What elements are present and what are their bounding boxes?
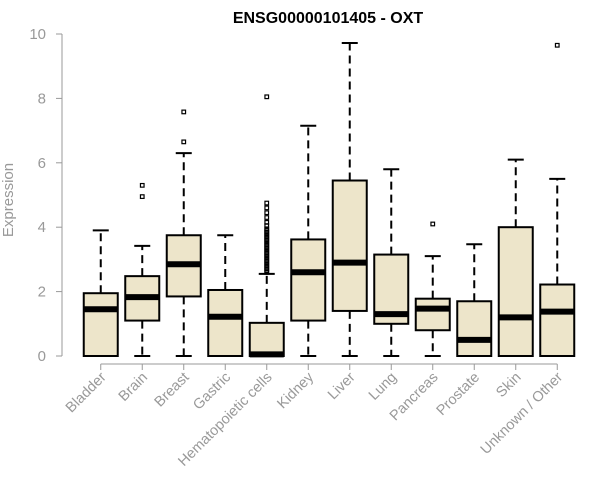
outlier-point [181,109,187,115]
outlier-point [264,200,270,206]
box-brain [124,182,161,357]
x-tick-label: Bladder [63,369,110,416]
outlier-point [139,182,145,188]
iqr-box [456,300,493,358]
x-tick-label: Prostate [434,370,483,419]
iqr-box [539,283,576,357]
outlier-point [139,194,145,200]
outlier-point [264,215,270,220]
x-tick-label: Lung [366,370,400,404]
iqr-box [414,297,451,332]
outlier-point [554,42,560,48]
box-gastric [207,234,244,357]
x-tick-label: Kidney [274,369,317,412]
iqr-box [82,292,119,357]
outlier-point [181,139,187,145]
iqr-box [497,226,534,357]
boxes-group [82,42,576,358]
box-pancreas [414,221,451,357]
outlier-point [264,219,270,225]
outlier-point [264,205,270,211]
box-liver [331,42,368,357]
iqr-box [207,288,244,357]
iqr-box [331,179,368,312]
box-breast [165,109,202,357]
box-lung [373,168,410,357]
x-tick-label: Brain [116,370,151,405]
box-kidney [290,124,327,357]
box-hematopoietic-cells [248,94,285,358]
box-prostate [456,243,493,358]
x-tick-label: Breast [152,370,193,411]
iqr-box [290,238,327,322]
y-tick-label: 0 [38,348,46,365]
y-tick-label: 10 [29,26,46,43]
outlier-point [264,94,270,100]
x-tick-label: Liver [325,369,359,403]
y-tick-label: 8 [38,90,46,107]
iqr-box [248,321,285,358]
y-tick-label: 2 [38,284,46,301]
y-tick-label: 6 [38,155,46,172]
y-tick-label: 4 [38,219,46,236]
outlier-point [264,210,270,216]
y-axis: 0 2 4 6 8 10 [29,26,63,365]
y-axis-label: Expression [0,163,17,237]
box-skin [497,158,534,357]
x-tick-label: Skin [493,370,524,401]
box-bladder [82,229,119,357]
outlier-point [430,221,436,227]
chart-title: ENSG00000101405 - OXT [233,10,424,27]
box-unknown-other [539,42,576,357]
